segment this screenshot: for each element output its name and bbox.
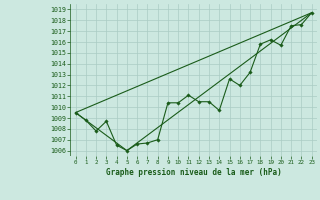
X-axis label: Graphe pression niveau de la mer (hPa): Graphe pression niveau de la mer (hPa) [106,168,282,177]
